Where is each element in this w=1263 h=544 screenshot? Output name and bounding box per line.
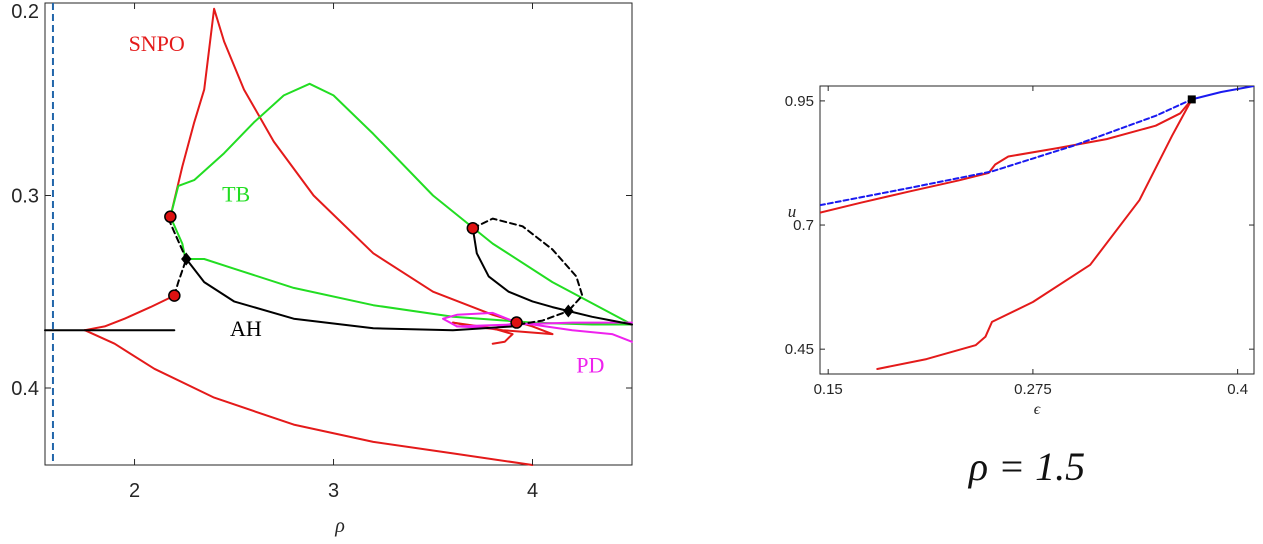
ah-2-curve (173, 258, 188, 297)
red-lower-curve (876, 98, 1193, 370)
blue-dashed-curve (820, 98, 1193, 207)
ah-3-curve (167, 217, 188, 260)
marker-circle (168, 289, 181, 302)
marker-circle (510, 316, 523, 329)
marker-diamond (181, 252, 192, 266)
right-y-tick-label: 0.45 (785, 341, 814, 358)
right-x-tick-label: 0.275 (1014, 381, 1052, 398)
tb-label: TB (222, 181, 250, 206)
right-y-tick-label: 0.95 (785, 93, 814, 110)
snpo-label: SNPO (129, 31, 185, 56)
snpo-3-curve (169, 7, 554, 336)
ah-8-curve (517, 310, 570, 326)
ah-label: AH (230, 316, 262, 341)
marker-circle (164, 210, 177, 223)
left-x-tick-label: 2 (129, 480, 140, 502)
marker-diamond (563, 304, 574, 318)
left-curve-labels: SNPO TB AH PD (129, 31, 605, 377)
left-x-axis-label: ρ (334, 515, 345, 537)
right-y-axis-label: u (788, 202, 797, 221)
left-y-tick-label: 0.4 (11, 378, 39, 400)
left-axes: 2 3 4 0.2 0.3 0.4 (11, 1, 632, 502)
left-plot-frame (44, 2, 633, 466)
blue-solid-curve (1190, 86, 1254, 101)
right-x-tick-label: 0.15 (814, 381, 843, 398)
left-y-tick-label: 0.3 (11, 186, 39, 208)
right-plot-area (820, 86, 1254, 370)
red-upper-curve (820, 98, 1193, 214)
ah-5-curve (471, 227, 570, 312)
tb-3-curve (185, 258, 633, 326)
left-x-tick-label: 4 (527, 480, 538, 502)
ah-4-curve (185, 258, 520, 332)
caption: ρ = 1.5 (967, 444, 1085, 489)
left-chart: 2 3 4 0.2 0.3 0.4 ρ SNPO TB AH PD (11, 1, 633, 537)
left-y-tick-label: 0.2 (11, 1, 39, 23)
right-plot-frame (819, 85, 1255, 375)
right-x-axis-label: ϵ (1034, 401, 1041, 418)
marker-circle (466, 221, 480, 235)
tb-1-curve (169, 82, 633, 326)
left-plot-area (44, 3, 633, 466)
marker-square (1187, 95, 1196, 104)
ah-7-curve (567, 310, 633, 326)
snpo-2-curve (83, 329, 534, 466)
snpo-1-curve (83, 294, 176, 332)
pd-label: PD (576, 353, 604, 378)
left-x-tick-label: 3 (328, 480, 339, 502)
pd-3-curve (455, 321, 633, 328)
ah-6-curve (471, 217, 584, 312)
right-axes: 0.15 0.275 0.4 0.45 0.7 0.95 (785, 86, 1254, 398)
right-y-tick-label: 0.7 (793, 217, 814, 234)
right-x-tick-label: 0.4 (1227, 381, 1248, 398)
right-chart: 0.15 0.275 0.4 0.45 0.7 0.95 ϵ u (785, 85, 1255, 418)
